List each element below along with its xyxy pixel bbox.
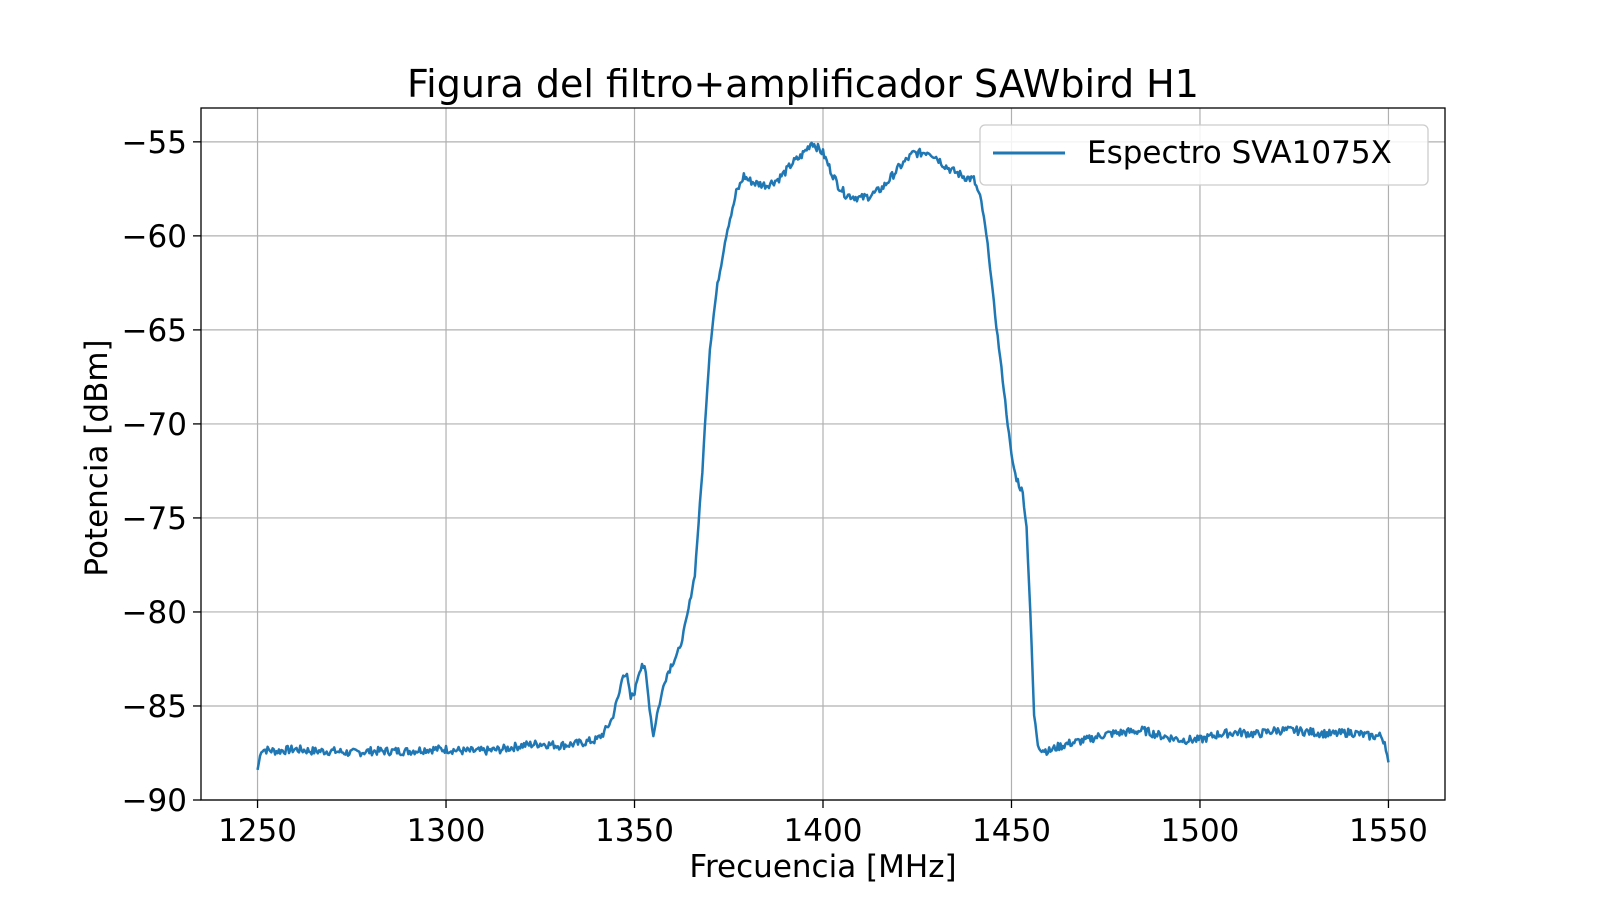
x-tick-label: 1250 xyxy=(218,813,297,849)
legend: Espectro SVA1075X xyxy=(979,124,1429,186)
chart-title: Figura del filtro+amplificador SAWbird H… xyxy=(407,62,1199,106)
y-tick-label: −65 xyxy=(122,313,187,349)
legend-box xyxy=(979,124,1429,186)
plot-area xyxy=(256,141,1390,771)
x-tick-label: 1450 xyxy=(972,813,1051,849)
legend-label: Espectro SVA1075X xyxy=(1087,135,1392,171)
y-tick-label: −60 xyxy=(122,219,187,255)
y-axis: −90 −85 −80 −75 −70 −65 −60 −55 xyxy=(122,125,201,819)
y-tick-label: −85 xyxy=(122,689,187,725)
y-tick-label: −75 xyxy=(122,501,187,537)
x-axis-label: Frecuencia [MHz] xyxy=(689,849,956,885)
series-line-espectro xyxy=(256,141,1390,771)
y-tick-label: −55 xyxy=(122,125,187,161)
x-tick-label: 1500 xyxy=(1161,813,1240,849)
y-tick-label: −80 xyxy=(122,595,187,631)
x-tick-label: 1350 xyxy=(595,813,674,849)
x-axis: 1250 1300 1350 1400 1450 1500 1550 xyxy=(218,800,1428,849)
y-tick-label: −90 xyxy=(122,783,187,819)
y-axis-label: Potencia [dBm] xyxy=(79,339,115,576)
x-tick-label: 1300 xyxy=(407,813,486,849)
x-tick-label: 1550 xyxy=(1349,813,1428,849)
x-tick-label: 1400 xyxy=(784,813,863,849)
y-tick-label: −70 xyxy=(122,407,187,443)
